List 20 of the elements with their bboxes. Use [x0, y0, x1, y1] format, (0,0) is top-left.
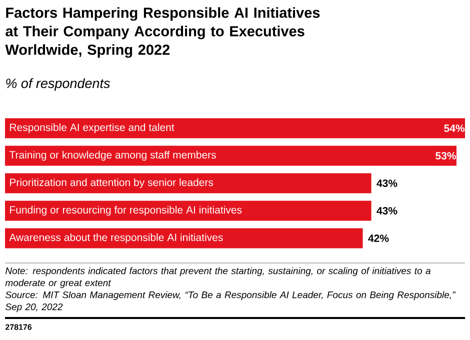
data-label: 43% — [376, 207, 398, 214]
text: Note: respondents indicated factors that prevent the starting, sustaining, or scaling of initiatives to a moderate or great extent — [5, 267, 430, 288]
bar — [5, 146, 456, 166]
data-label: 42% — [368, 234, 389, 242]
bar — [5, 228, 363, 248]
data-label: 54% — [444, 124, 465, 132]
y-tick-label: Responsible AI expertise and talent — [10, 123, 174, 134]
source-note: Source: MIT Sloan Management Review, “To Be a Responsible AI Leader, Focus on Being Responsible,” Sep 20, 2022 — [5, 291, 456, 312]
data-label: 43% — [376, 180, 398, 187]
y-tick-label: Awareness about the responsible AI initiatives — [9, 233, 223, 244]
text: 278176 — [5, 324, 32, 330]
chart-title: Factors Hampering Responsible AI Initiatives at Their Company According to Executives Worldwide, Spring 2022 — [5, 7, 320, 58]
bar — [5, 118, 465, 138]
chart-subtitle: % of respondents — [6, 78, 110, 91]
data-label: 53% — [436, 152, 456, 160]
bar — [5, 173, 372, 194]
y-tick-label: Funding or resourcing for responsible AI initiatives — [10, 206, 242, 216]
y-tick-label: Training or knowledge among staff members — [9, 150, 216, 161]
y-tick-label: Prioritization and attention by senior leaders — [10, 178, 214, 188]
bar — [5, 200, 372, 221]
